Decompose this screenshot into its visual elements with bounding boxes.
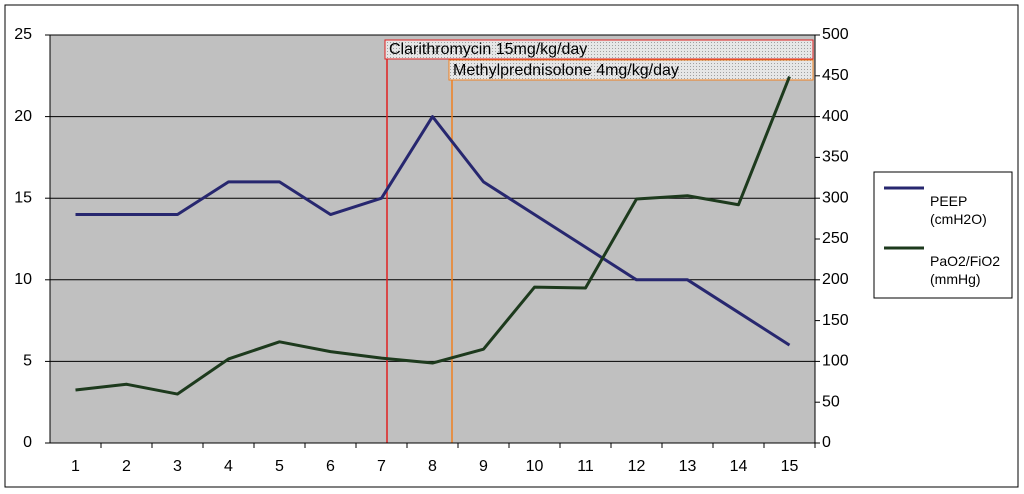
y2-tick-label: 350: [822, 149, 849, 166]
annotation-box: [448, 59, 814, 81]
legend-box: [873, 171, 1013, 299]
y-tick-label: 10: [14, 271, 32, 288]
annotation: Methylprednisolone 4mg/kg/day: [453, 62, 679, 79]
x-tick-label: 13: [679, 458, 697, 475]
y2-tick-label: 300: [822, 189, 849, 206]
x-tick-label: 4: [224, 458, 233, 475]
y2-tick-label: 250: [822, 230, 849, 247]
y2-tick-label: 0: [822, 434, 831, 451]
x-tick-label: 5: [275, 458, 284, 475]
legend-label: PaO2/FiO2 (mmHg): [930, 253, 1001, 287]
y2-tick-label: 200: [822, 271, 849, 288]
annotation-box: [384, 39, 814, 60]
x-tick-label: 2: [122, 458, 131, 475]
outer-border: [4, 4, 1019, 488]
y-tick-label: 20: [14, 108, 32, 125]
x-tick-label: 3: [173, 458, 182, 475]
annotation: Clarithromycin 15mg/kg/day: [389, 41, 587, 58]
y-tick-label: 5: [23, 353, 32, 370]
y2-tick-label: 500: [822, 26, 849, 43]
y-tick-label: 25: [14, 26, 32, 43]
series-line: [75, 115, 791, 347]
x-tick-label: 6: [326, 458, 335, 475]
x-tick-label: 15: [781, 458, 799, 475]
x-tick-label: 11: [577, 458, 594, 475]
y-tick-label: 15: [14, 189, 32, 206]
series-line: [75, 76, 791, 396]
x-tick-label: 8: [428, 458, 437, 475]
x-tick-label: 9: [479, 458, 488, 475]
x-tick-label: 7: [377, 458, 386, 475]
x-tick-label: 12: [628, 458, 646, 475]
plot-area: [50, 35, 815, 443]
y-tick-label: 0: [23, 434, 32, 451]
x-tick-label: 10: [526, 458, 544, 475]
y2-tick-label: 450: [822, 67, 849, 84]
x-tick-label: 14: [730, 458, 748, 475]
legend-label: PEEP (cmH2O): [930, 193, 987, 227]
x-tick-label: 1: [71, 458, 80, 475]
y2-tick-label: 100: [822, 353, 849, 370]
y2-tick-label: 400: [822, 108, 849, 125]
y2-tick-label: 150: [822, 312, 849, 329]
y2-tick-label: 50: [822, 393, 840, 410]
